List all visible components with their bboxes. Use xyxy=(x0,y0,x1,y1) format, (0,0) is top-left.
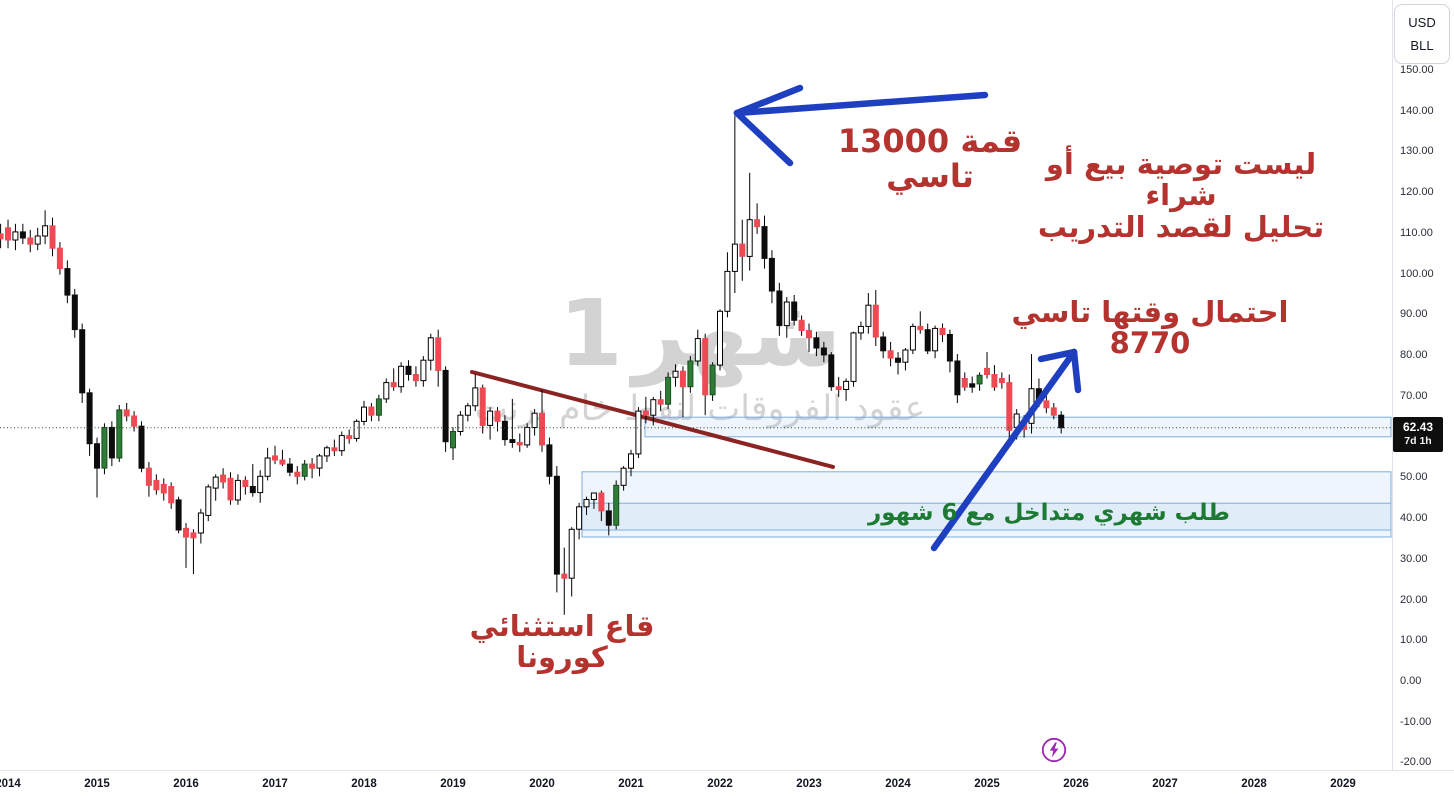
annotation-tasi-8770[interactable]: احتمال وقتها تاسي 8770 xyxy=(1011,295,1289,361)
time-axis-tick: 2018 xyxy=(351,778,377,790)
currency-unit-chip: USD BLL xyxy=(1394,4,1450,64)
price-axis-tick: 110.00 xyxy=(1400,227,1433,239)
price-axis-tick: 120.00 xyxy=(1400,186,1434,198)
annotation-corona-bottom[interactable]: قاع استثنائي كورونا xyxy=(469,609,655,675)
time-axis-tick: 2024 xyxy=(885,778,911,790)
current-price-label: 62.43 7d 1h xyxy=(1393,417,1443,452)
time-axis-tick: 2019 xyxy=(440,778,466,790)
time-axis-tick: 2015 xyxy=(84,778,110,790)
time-axis-tick: 2025 xyxy=(974,778,1000,790)
time-axis-tick: 2026 xyxy=(1063,778,1089,790)
price-axis-tick: 140.00 xyxy=(1400,105,1434,117)
price-axis-tick: 90.00 xyxy=(1400,308,1428,320)
price-axis-tick: 0.00 xyxy=(1400,675,1422,687)
price-axis-tick: -20.00 xyxy=(1400,756,1432,768)
price-axis-tick: 130.00 xyxy=(1400,145,1434,157)
price-axis-tick: 150.00 xyxy=(1400,64,1434,76)
price-axis-tick: 40.00 xyxy=(1400,512,1428,524)
price-axis-tick: 30.00 xyxy=(1400,553,1428,565)
price-axis-tick: -10.00 xyxy=(1400,716,1432,728)
currency-label: USD xyxy=(1408,15,1436,30)
chart-pane[interactable] xyxy=(0,0,1391,770)
time-axis-tick: 2014 xyxy=(0,778,21,790)
annotation-disclaimer[interactable]: ليست توصية بيع أو شراء تحليل لقصد التدري… xyxy=(1022,147,1340,244)
price-axis-tick: 20.00 xyxy=(1400,594,1428,606)
price-axis-tick: 70.00 xyxy=(1400,390,1428,402)
time-axis[interactable]: 2014 2015 2016 2017 2018 2019 2020 2021 2022 2023… xyxy=(0,770,1454,801)
price-axis-tick: 10.00 xyxy=(1400,634,1428,646)
time-axis-tick: 2021 xyxy=(618,778,644,790)
current-price-value: 62.43 xyxy=(1402,420,1434,435)
annotation-disclaimer-line2: تحليل لقصد التدريب xyxy=(1037,209,1325,244)
price-axis-tick: 100.00 xyxy=(1400,268,1434,280)
time-axis-tick: 2020 xyxy=(529,778,555,790)
annotation-peak-13000[interactable]: قمة 13000 تاسي xyxy=(837,122,1023,195)
price-axis[interactable]: 62.43 7d 1h 150.00 140.00 130.00 120.00 110.… xyxy=(1392,0,1454,770)
price-axis-tick: 50.00 xyxy=(1400,471,1428,483)
time-axis-tick: 2029 xyxy=(1330,778,1356,790)
lightning-icon xyxy=(1041,737,1067,763)
time-axis-tick: 2022 xyxy=(707,778,733,790)
annotation-monthly-demand[interactable]: طلب شهري متداخل مع 6 شهور xyxy=(868,500,1230,526)
lightning-trade-button[interactable] xyxy=(1041,737,1067,763)
annotation-disclaimer-line1: ليست توصية بيع أو شراء xyxy=(1045,147,1317,213)
price-axis-tick: 80.00 xyxy=(1400,349,1428,361)
unit-label: BLL xyxy=(1410,38,1434,53)
bar-countdown: 7d 1h xyxy=(1404,435,1432,448)
time-axis-tick: 2016 xyxy=(173,778,199,790)
time-axis-tick: 2017 xyxy=(262,778,288,790)
time-axis-tick: 2027 xyxy=(1152,778,1178,790)
time-axis-tick: 2023 xyxy=(796,778,822,790)
time-axis-tick: 2028 xyxy=(1241,778,1267,790)
